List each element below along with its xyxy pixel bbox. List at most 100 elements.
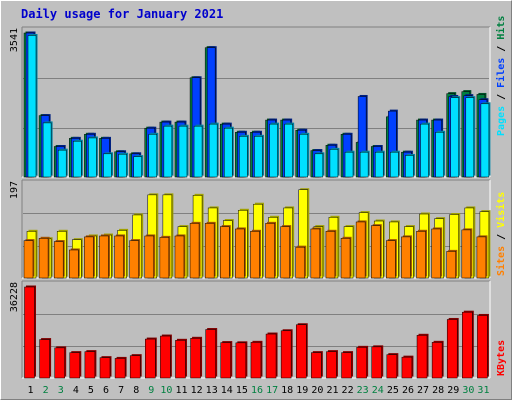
bar-pages-day-31 [480, 103, 490, 178]
bar-kbytes-day-5 [84, 351, 96, 379]
bar-sites-day-3 [53, 241, 64, 279]
bar-kbytes-day-23 [356, 347, 367, 379]
bar-pages-day-24 [374, 151, 384, 178]
x-tick-label-day-31: 31 [477, 385, 489, 396]
x-tick-label-day-11: 11 [175, 385, 187, 396]
chart-title: Daily usage for January 2021 [21, 7, 224, 21]
bar-pages-day-22 [344, 151, 354, 178]
bar-pages-day-20 [314, 153, 324, 178]
scale-max-label-kbytes: 36228 [9, 282, 20, 312]
legend-separator: / [496, 88, 507, 106]
bar-kbytes-day-18 [280, 330, 292, 379]
bar-kbytes-day-26 [401, 356, 413, 379]
bar-kbytes-day-29 [446, 319, 458, 379]
bar-sites-day-21 [325, 231, 336, 279]
bar-sites-day-28 [431, 228, 441, 279]
bar-pages-day-10 [163, 125, 173, 178]
scale-max-label-visits-sites: 197 [9, 181, 20, 199]
legend-entry-visits: Visits [495, 192, 507, 228]
x-tick-label-day-3: 3 [58, 385, 64, 396]
bar-kbytes-day-17 [265, 333, 277, 379]
bar-sites-day-27 [416, 231, 426, 279]
bar-sites-day-10 [159, 237, 170, 279]
bar-sites-day-2 [38, 238, 49, 279]
bar-pages-day-19 [299, 134, 308, 178]
bar-sites-day-17 [265, 223, 275, 279]
bar-kbytes-day-3 [54, 347, 65, 379]
bar-pages-day-11 [178, 125, 188, 178]
bar-pages-day-14 [224, 127, 233, 178]
legend-separator: / [496, 228, 507, 246]
bar-pages-day-8 [133, 156, 142, 178]
bar-kbytes-day-16 [250, 342, 262, 379]
x-tick-label-day-21: 21 [326, 385, 338, 396]
x-tick-label-day-13: 13 [206, 385, 218, 396]
bar-pages-day-12 [193, 125, 203, 178]
x-tick-label-day-27: 27 [417, 385, 429, 396]
bar-pages-day-3 [57, 149, 67, 178]
bar-kbytes-day-28 [431, 342, 443, 379]
bar-kbytes-day-10 [160, 335, 171, 379]
x-tick-label-day-2: 2 [43, 385, 49, 396]
bar-sites-day-8 [129, 240, 139, 279]
bar-sites-day-23 [355, 221, 366, 279]
bar-kbytes-day-31 [477, 315, 488, 379]
x-tick-label-day-24: 24 [372, 385, 384, 396]
bar-pages-day-13 [208, 123, 218, 178]
bar-pages-day-25 [390, 151, 399, 178]
bar-sites-day-19 [295, 246, 305, 279]
legend-entry-kbytes: KBytes [496, 340, 507, 376]
bar-sites-day-12 [189, 223, 200, 279]
bar-sites-day-5 [84, 236, 94, 279]
bar-kbytes-day-13 [205, 329, 216, 379]
bar-kbytes-day-8 [129, 355, 141, 379]
bar-sites-day-26 [401, 236, 411, 279]
bar-kbytes-day-27 [416, 335, 428, 379]
legend-bottom: KBytes [496, 340, 507, 376]
x-tick-label-day-6: 6 [103, 385, 109, 396]
bar-pages-day-29 [450, 97, 459, 178]
bar-kbytes-day-12 [190, 338, 201, 379]
x-tick-label-day-23: 23 [357, 385, 369, 396]
bar-sites-day-29 [446, 251, 456, 279]
scale-max-label-hits-files-pages: 3541 [9, 28, 20, 52]
bar-pages-day-17 [269, 123, 278, 178]
x-tick-label-day-22: 22 [342, 385, 354, 396]
bar-kbytes-day-2 [39, 339, 50, 379]
bar-pages-day-15 [239, 136, 248, 178]
x-tick-label-day-12: 12 [191, 385, 203, 396]
bar-sites-day-6 [99, 235, 109, 279]
x-tick-label-day-29: 29 [447, 385, 459, 396]
bar-kbytes-day-24 [371, 346, 382, 379]
bar-pages-day-7 [118, 153, 127, 178]
bar-pages-day-21 [329, 149, 339, 178]
x-tick-label-day-5: 5 [88, 385, 94, 396]
bar-sites-day-13 [204, 223, 215, 279]
bar-pages-day-26 [405, 155, 414, 178]
legend-middle: Sites / Visits [495, 192, 507, 276]
bar-sites-day-16 [250, 231, 260, 279]
bar-pages-day-2 [42, 122, 52, 178]
bar-kbytes-day-19 [295, 324, 307, 379]
x-tick-label-day-10: 10 [160, 385, 172, 396]
bar-kbytes-day-1 [24, 286, 35, 379]
bar-sites-day-1 [23, 240, 34, 279]
bar-kbytes-day-21 [326, 351, 337, 379]
x-tick-label-day-19: 19 [296, 385, 308, 396]
bar-kbytes-day-11 [175, 340, 186, 379]
x-tick-label-day-16: 16 [251, 385, 263, 396]
bar-pages-day-16 [254, 136, 263, 178]
bar-pages-day-5 [88, 137, 97, 178]
bar-kbytes-day-7 [114, 358, 126, 379]
bar-kbytes-day-4 [69, 352, 81, 379]
x-tick-label-day-25: 25 [387, 385, 399, 396]
legend-entry-files: Files [495, 58, 507, 88]
bar-sites-day-7 [114, 235, 124, 279]
x-tick-label-day-14: 14 [221, 385, 233, 396]
x-tick-label-day-7: 7 [118, 385, 124, 396]
x-tick-label-day-1: 1 [28, 385, 34, 396]
x-tick-label-day-18: 18 [281, 385, 293, 396]
bar-sites-day-14 [220, 226, 230, 279]
bar-pages-day-27 [420, 123, 429, 178]
